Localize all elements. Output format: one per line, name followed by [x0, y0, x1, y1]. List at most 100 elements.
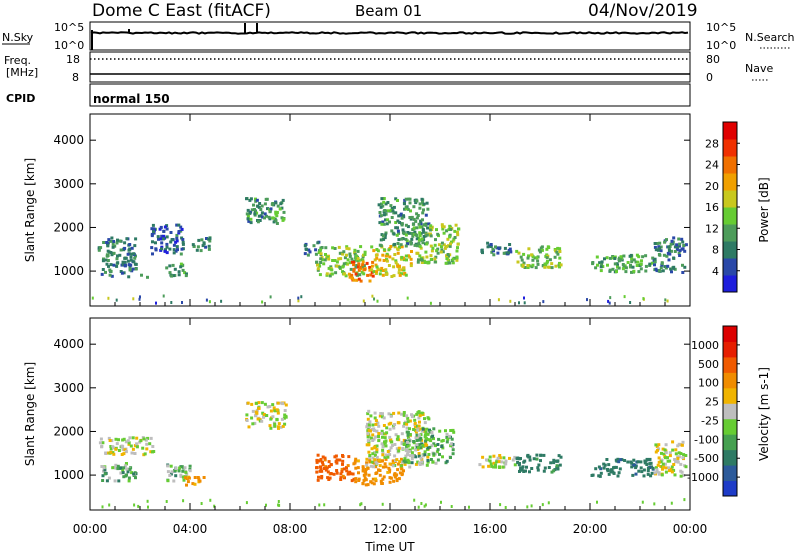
- echo-cell: [126, 439, 130, 443]
- echo-cell: [521, 465, 525, 469]
- echo-cell: [386, 455, 390, 459]
- echo-cell: [399, 243, 403, 247]
- echo-cell: [371, 294, 374, 298]
- echo-cell: [392, 232, 396, 236]
- echo-cell: [283, 422, 287, 426]
- echo-cell: [441, 224, 444, 228]
- echo-cell: [440, 245, 443, 249]
- echo-cell: [111, 451, 115, 455]
- echo-cell: [122, 437, 126, 441]
- echo-cell: [333, 259, 337, 262]
- echo-cell: [503, 246, 507, 250]
- echo-cell: [381, 204, 385, 208]
- echo-cell: [356, 466, 360, 470]
- echo-cell: [456, 230, 459, 234]
- echo-cell: [371, 477, 375, 481]
- power-colorbar-label: Power [dB]: [757, 177, 771, 242]
- echo-cell: [412, 217, 416, 221]
- echo-cell: [365, 461, 369, 465]
- echo-cell: [185, 483, 188, 487]
- echo-cell: [426, 416, 430, 420]
- echo-cell: [396, 199, 399, 202]
- nsky-tick-low: 10^0: [54, 39, 84, 52]
- echo-cell: [624, 266, 628, 270]
- echo-cell: [401, 228, 405, 232]
- echo-cell: [435, 228, 438, 232]
- echo-cell: [366, 412, 370, 416]
- echo-cell: [632, 258, 636, 262]
- echo-cell: [611, 267, 615, 271]
- echo-cell: [172, 479, 176, 483]
- echo-cell: [363, 268, 367, 272]
- echo-cell: [297, 299, 300, 303]
- echo-cell: [494, 465, 498, 469]
- echo-cell: [368, 458, 372, 462]
- echo-cell: [247, 425, 251, 429]
- echo-cell: [359, 245, 363, 249]
- echo-cell: [151, 240, 154, 244]
- echo-cell: [181, 238, 185, 241]
- echo-cell: [617, 471, 621, 475]
- echo-cell: [531, 255, 535, 259]
- echo-cell: [347, 472, 351, 476]
- echo-cell: [373, 445, 377, 449]
- echo-cell: [368, 456, 372, 460]
- colorbar-tick-label: 8: [712, 244, 719, 257]
- echo-cell: [609, 470, 613, 474]
- echo-cell: [171, 263, 175, 267]
- echo-cell: [382, 475, 386, 479]
- echo-cell: [372, 482, 376, 486]
- echo-cell: [328, 274, 332, 278]
- echo-cell: [282, 416, 286, 420]
- echo-cell: [253, 421, 257, 425]
- echo-cell: [385, 426, 389, 430]
- echo-cell: [497, 298, 500, 302]
- echo-cell: [378, 211, 382, 214]
- echo-cell: [365, 457, 369, 461]
- echo-cell: [518, 470, 521, 473]
- echo-cell: [433, 257, 437, 261]
- echo-cell: [353, 461, 357, 465]
- echo-cell: [445, 257, 449, 260]
- echo-cell: [387, 466, 391, 470]
- colorbar-segment: [723, 241, 737, 259]
- colorbar-segment: [723, 372, 737, 389]
- echo-cell: [115, 241, 119, 245]
- echo-cell: [643, 459, 647, 463]
- echo-cell: [121, 447, 125, 451]
- echo-cell: [602, 466, 606, 470]
- echo-cell: [184, 470, 188, 474]
- echo-cell: [155, 301, 157, 305]
- echo-cell: [508, 247, 512, 251]
- echo-cell: [540, 248, 544, 252]
- echo-cell: [402, 438, 406, 442]
- echo-cell: [434, 238, 437, 242]
- echo-cell: [385, 431, 389, 435]
- echo-cell: [370, 264, 374, 268]
- echo-cell: [423, 504, 426, 508]
- echo-cell: [133, 262, 137, 266]
- echo-cell: [449, 442, 453, 446]
- echo-cell: [666, 299, 669, 303]
- echo-cell: [158, 227, 162, 231]
- echo-cell: [317, 251, 321, 255]
- echo-cell: [634, 472, 638, 476]
- echo-cell: [327, 257, 331, 261]
- echo-cell: [374, 435, 378, 439]
- echo-cell: [508, 243, 512, 246]
- station-title: Dome C East (fitACF): [92, 1, 271, 21]
- echo-cell: [117, 438, 120, 442]
- echo-cell: [372, 427, 376, 431]
- echo-cell: [354, 480, 358, 484]
- echo-cell: [381, 273, 385, 277]
- echo-cell: [269, 207, 273, 211]
- echo-cell: [683, 498, 686, 502]
- echo-cell: [122, 452, 126, 456]
- echo-cell: [597, 474, 601, 478]
- echo-cell: [335, 264, 339, 268]
- echo-cell: [110, 439, 114, 443]
- echo-cell: [376, 299, 379, 303]
- echo-cell: [679, 474, 683, 478]
